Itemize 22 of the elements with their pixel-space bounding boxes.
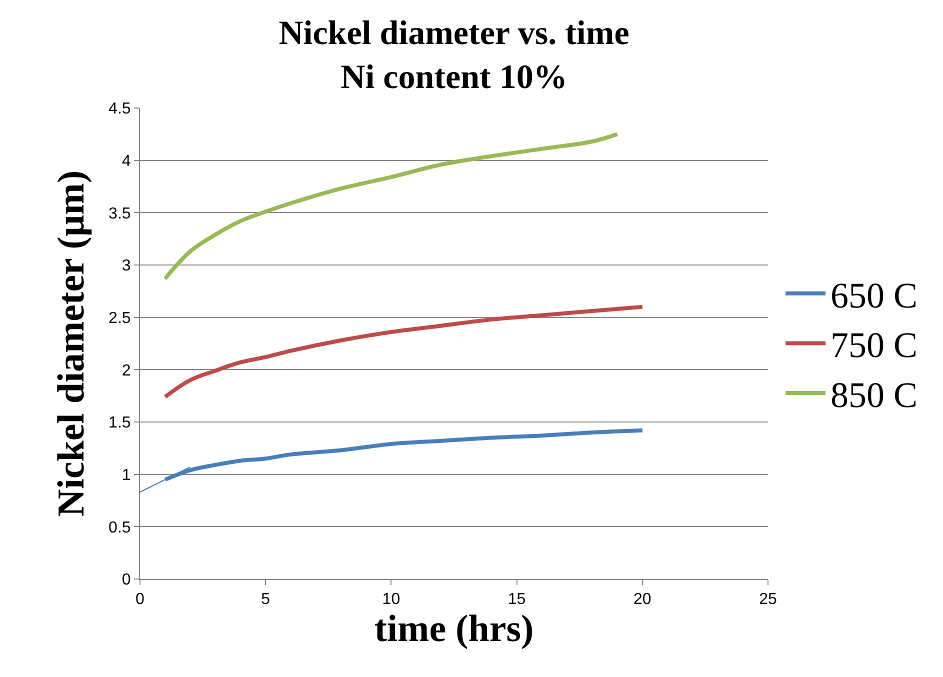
y-tick-label: 3 (122, 258, 131, 275)
x-tick-label: 25 (759, 591, 777, 608)
x-tick-label: 10 (382, 591, 400, 608)
x-tick-label: 20 (634, 591, 652, 608)
y-tick-label: 2 (122, 362, 131, 380)
y-tick-label: 0 (122, 572, 131, 589)
y-tick-label: 4 (122, 152, 131, 170)
x-tick-label: 15 (508, 591, 526, 608)
legend-label: 850 C (830, 375, 918, 416)
x-tick-label: 0 (136, 591, 145, 608)
x-axis-title: time (hrs) (374, 608, 534, 650)
y-tick-label: 0.5 (108, 519, 131, 536)
y-tick-label: 2.5 (108, 310, 131, 327)
y-axis-title: Nickel diameter (µm) (50, 170, 93, 517)
y-tick-label: 1.5 (108, 414, 131, 432)
y-tick-label: 1 (122, 466, 131, 484)
y-tick-label: 4.5 (108, 100, 131, 118)
x-tick-label: 5 (261, 591, 270, 608)
legend-label: 650 C (830, 275, 918, 316)
chart-title: Nickel diameter vs. time Ni content 10% (278, 15, 630, 96)
legend-label: 750 C (830, 325, 918, 366)
y-tick-label: 3.5 (108, 205, 131, 222)
